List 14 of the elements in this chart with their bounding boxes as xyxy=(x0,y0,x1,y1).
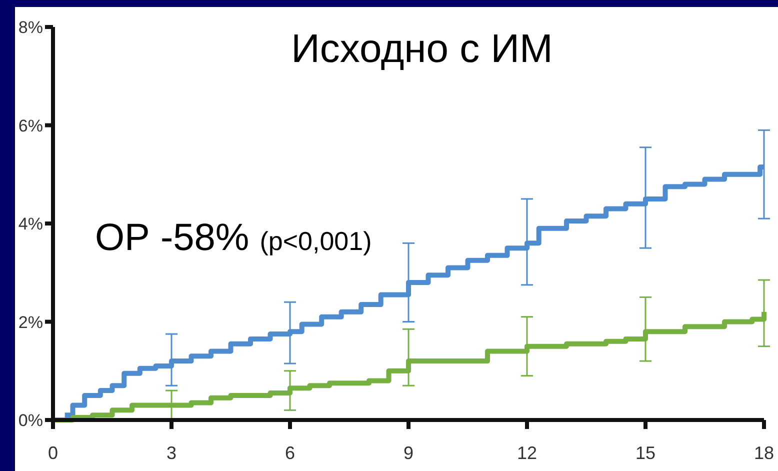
x-tick-label: 18 xyxy=(754,443,774,463)
x-tick-label: 6 xyxy=(284,443,296,463)
x-tick-label: 9 xyxy=(403,443,414,463)
x-tick-label: 12 xyxy=(516,443,538,463)
y-tick-label: 6% xyxy=(18,116,43,136)
y-tick-label: 8% xyxy=(18,18,43,37)
y-tick-label: 2% xyxy=(18,312,43,332)
y-tick-label: 4% xyxy=(18,214,43,234)
x-tick-label: 15 xyxy=(635,443,656,463)
chart-title: Исходно с ИМ xyxy=(291,27,553,71)
x-tick-label: 3 xyxy=(166,443,177,463)
x-tick-label: 0 xyxy=(48,443,58,463)
y-tick-label: 0% xyxy=(18,411,43,430)
annotation: ОР -58% (p<0,001) xyxy=(95,217,372,259)
